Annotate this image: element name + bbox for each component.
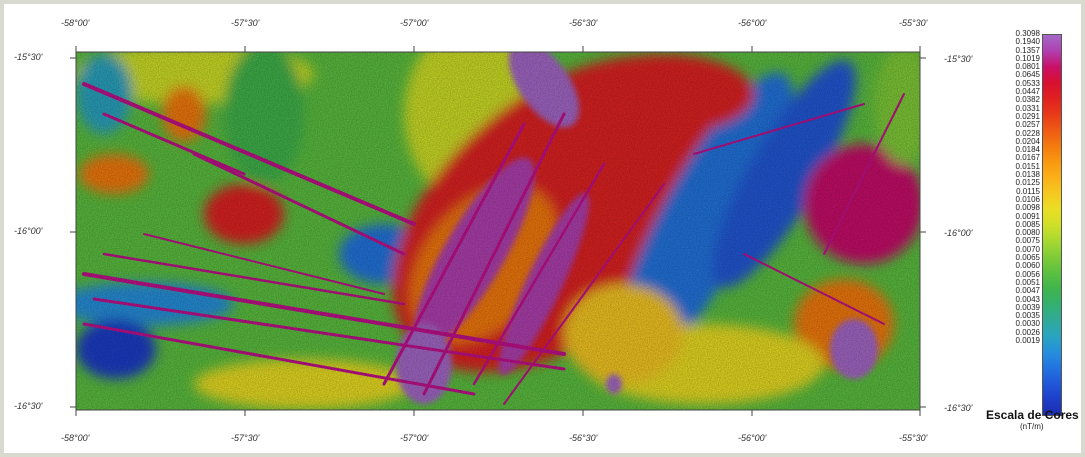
legend-value: 0.0060	[1015, 261, 1040, 271]
left-tick-label: -16°00'	[14, 226, 43, 236]
legend-value: 0.0167	[1015, 153, 1040, 163]
legend-value: 0.0043	[1015, 294, 1040, 304]
legend-value: 0.0151	[1015, 161, 1040, 171]
legend-value: 0.0098	[1015, 203, 1040, 213]
legend-value: 0.1357	[1015, 45, 1040, 55]
legend-value: 0.0026	[1015, 327, 1040, 337]
anomaly-raster	[76, 52, 920, 410]
right-tick-label: -15°30'	[944, 54, 973, 64]
left-tick-label: -15°30'	[14, 52, 43, 62]
legend-value: 0.0382	[1015, 95, 1040, 105]
bottom-tick-label: -57°00'	[400, 433, 429, 443]
magnetic-anomaly-map	[70, 46, 926, 416]
bottom-tick-label: -56°30'	[569, 433, 598, 443]
legend-value: 0.0091	[1015, 211, 1040, 221]
legend-value: 0.0115	[1016, 186, 1040, 196]
bottom-tick-label: -58°00'	[61, 433, 90, 443]
bottom-tick-label: -55°30'	[899, 433, 928, 443]
legend-value: 0.1019	[1015, 53, 1040, 63]
top-tick-label: -57°30'	[231, 18, 260, 28]
bottom-tick-label: -56°00'	[738, 433, 767, 443]
legend-value: 0.0447	[1015, 87, 1040, 97]
legend-value: 0.0228	[1015, 128, 1040, 138]
legend-title: Escala de Cores	[986, 408, 1079, 422]
legend-value: 0.0106	[1015, 194, 1040, 204]
left-tick-label: -16°30'	[14, 401, 43, 411]
top-tick-label: -57°00'	[400, 18, 429, 28]
legend-value: 0.0204	[1015, 136, 1040, 146]
top-tick-label: -56°30'	[569, 18, 598, 28]
legend-value: 0.0085	[1015, 219, 1040, 229]
legend-value: 0.1940	[1015, 37, 1040, 47]
legend-value: 0.0070	[1015, 244, 1040, 254]
top-tick-label: -58°00'	[61, 18, 90, 28]
legend-value: 0.0080	[1015, 228, 1040, 238]
legend-value: 0.0257	[1015, 120, 1040, 130]
legend-value: 0.0331	[1015, 103, 1040, 113]
legend-value: 0.0019	[1015, 335, 1040, 345]
color-scale-bar	[1042, 34, 1062, 416]
map-figure: -58°00' -57°30' -57°00' -56°30' -56°00' …	[4, 4, 1081, 453]
legend-value: 0.0056	[1015, 269, 1040, 279]
right-tick-label: -16°00'	[944, 228, 973, 238]
legend-value: 0.0065	[1015, 253, 1040, 263]
legend-value: 0.0039	[1015, 302, 1040, 312]
top-tick-label: -55°30'	[899, 18, 928, 28]
legend-value: 0.0138	[1015, 170, 1040, 180]
legend-value: 0.3098	[1015, 29, 1040, 38]
legend-value: 0.0184	[1015, 145, 1040, 155]
legend-value-list: 0.3098 0.1940 0.1357 0.1019 0.0801 0.0645 0.05…	[1000, 29, 1040, 345]
top-tick-label: -56°00'	[738, 18, 767, 28]
legend-value: 0.0533	[1015, 78, 1040, 88]
bottom-tick-label: -57°30'	[231, 433, 260, 443]
legend-value: 0.0645	[1015, 70, 1040, 80]
legend-value: 0.0035	[1015, 311, 1040, 321]
map-border	[75, 51, 921, 411]
legend-value: 0.0125	[1015, 178, 1040, 188]
legend-unit: (nT/m)	[1020, 422, 1044, 431]
legend-value: 0.0030	[1015, 319, 1040, 329]
legend-value: 0.0291	[1015, 111, 1040, 121]
legend-value: 0.0047	[1015, 286, 1040, 296]
legend-value: 0.0075	[1015, 236, 1040, 246]
legend-value: 0.0801	[1015, 62, 1040, 72]
legend-value: 0.0051	[1015, 277, 1040, 287]
right-tick-label: -16°30'	[944, 403, 973, 413]
